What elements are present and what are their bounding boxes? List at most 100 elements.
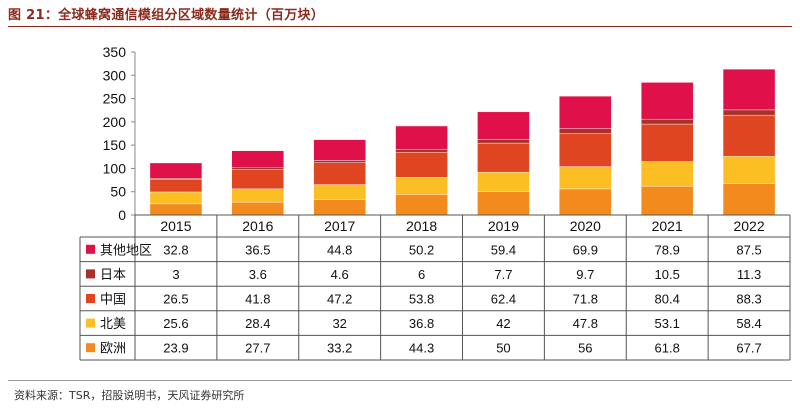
legend-swatch xyxy=(86,244,95,254)
data-label: 61.8 xyxy=(655,341,680,356)
bar-segment xyxy=(313,199,366,216)
bar-segment xyxy=(395,177,448,195)
bar-segment xyxy=(149,162,203,179)
data-label: 28.4 xyxy=(245,316,270,331)
legend-label: 其他地区 xyxy=(100,243,152,258)
y-tick-label: 300 xyxy=(103,67,127,83)
data-label: 3 xyxy=(172,267,179,282)
bar-segment xyxy=(640,123,694,162)
data-label: 41.8 xyxy=(245,292,270,307)
data-label: 67.7 xyxy=(736,341,761,356)
x-tick-label: 2017 xyxy=(324,218,355,234)
x-tick-label: 2016 xyxy=(242,218,273,234)
data-label: 6 xyxy=(418,267,425,282)
bar-segment xyxy=(231,201,285,216)
x-tick-label: 2019 xyxy=(488,218,519,234)
source-note: 资料来源：TSR，招股说明书，天风证券研究所 xyxy=(14,389,245,402)
data-label: 32 xyxy=(332,316,346,331)
bar-segment xyxy=(231,169,285,190)
data-label: 47.2 xyxy=(327,292,352,307)
legend-swatch xyxy=(86,343,95,353)
bar-segment xyxy=(149,179,203,193)
legend-label: 欧洲 xyxy=(100,342,126,357)
bar-segment xyxy=(313,139,366,161)
x-tick-label: 2015 xyxy=(160,218,191,234)
data-label: 4.6 xyxy=(331,267,349,282)
data-label: 62.4 xyxy=(491,292,516,307)
bar-segment xyxy=(559,133,612,167)
data-label: 3.6 xyxy=(249,267,267,282)
y-tick-label: 200 xyxy=(103,114,127,130)
bar-segment xyxy=(559,166,612,190)
data-label: 32.8 xyxy=(163,242,188,257)
legend-swatch xyxy=(86,294,95,303)
bar-segment xyxy=(477,111,530,140)
data-label: 9.7 xyxy=(576,267,594,282)
bar-segment xyxy=(395,125,448,150)
y-tick-label: 350 xyxy=(103,44,127,60)
bar-segment xyxy=(722,109,776,116)
data-label: 26.5 xyxy=(163,292,188,307)
bar-segment xyxy=(559,95,612,129)
y-tick-label: 150 xyxy=(103,137,127,153)
bar-segment xyxy=(640,82,694,120)
data-label: 53.8 xyxy=(409,292,434,307)
data-label: 36.5 xyxy=(245,242,270,257)
bar-segment xyxy=(231,150,285,168)
x-tick-label: 2020 xyxy=(570,218,601,234)
data-label: 50.2 xyxy=(409,242,434,257)
data-label: 56 xyxy=(578,341,592,356)
data-label: 50 xyxy=(496,341,510,356)
data-label: 27.7 xyxy=(245,341,270,356)
bar-segment xyxy=(149,178,203,180)
data-label: 25.6 xyxy=(163,316,188,331)
bar-segment xyxy=(722,68,776,111)
data-label: 36.8 xyxy=(409,316,434,331)
bar-segment xyxy=(722,114,776,157)
data-label: 23.9 xyxy=(163,341,188,356)
data-label: 58.4 xyxy=(736,316,761,331)
data-label: 44.3 xyxy=(409,341,434,356)
legend-label: 日本 xyxy=(100,268,126,283)
bar-segment xyxy=(231,188,285,203)
legend-label: 北美 xyxy=(100,317,126,332)
bar-segment xyxy=(477,142,530,173)
bar-segment xyxy=(559,188,612,216)
data-label: 80.4 xyxy=(655,292,680,307)
bar-segment xyxy=(640,161,694,187)
bar-segment xyxy=(559,128,612,134)
title-divider xyxy=(8,26,792,27)
data-label: 44.8 xyxy=(327,242,352,257)
legend-swatch xyxy=(86,318,95,328)
x-tick-label: 2021 xyxy=(652,218,683,234)
data-label: 78.9 xyxy=(655,242,680,257)
legend-swatch xyxy=(86,269,95,279)
bar-segment xyxy=(149,203,203,216)
bar-segment xyxy=(477,139,530,144)
y-tick-label: 50 xyxy=(110,184,126,200)
x-tick-label: 2022 xyxy=(733,218,764,234)
data-label: 10.5 xyxy=(655,267,680,282)
data-label: 69.9 xyxy=(573,242,598,257)
bar-segment xyxy=(395,149,448,153)
data-label: 53.1 xyxy=(655,316,680,331)
data-label: 42 xyxy=(496,316,510,331)
footer-divider xyxy=(8,380,792,381)
legend-label: 中国 xyxy=(100,293,126,308)
bar-segment xyxy=(477,191,530,216)
bar-segment xyxy=(722,183,776,216)
bar-segment xyxy=(640,186,694,216)
data-label: 47.8 xyxy=(573,316,598,331)
y-tick-label: 0 xyxy=(118,207,126,223)
y-tick-label: 100 xyxy=(103,160,127,176)
bar-segment xyxy=(395,151,448,178)
data-label: 87.5 xyxy=(736,242,761,257)
bar-segment xyxy=(231,167,285,170)
bar-segment xyxy=(640,118,694,125)
data-label: 59.4 xyxy=(491,242,516,257)
data-label: 7.7 xyxy=(494,267,512,282)
bar-segment xyxy=(477,171,530,192)
bar-segment xyxy=(722,156,776,184)
bar-segment xyxy=(149,191,203,205)
